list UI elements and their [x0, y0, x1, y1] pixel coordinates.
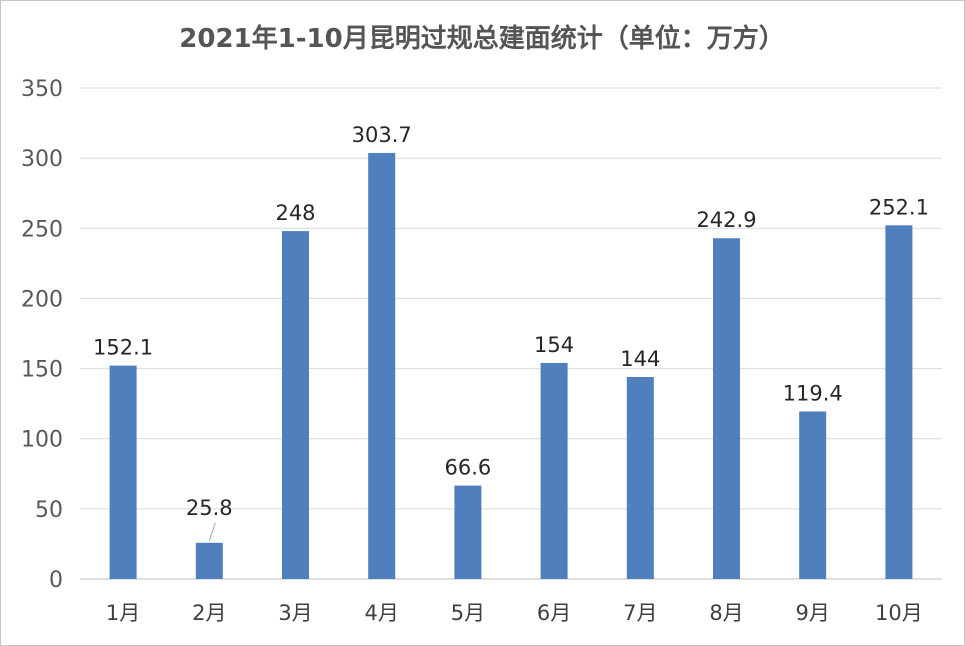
data-label: 154 [534, 333, 574, 357]
bar [109, 365, 137, 579]
y-tick-label: 0 [49, 568, 63, 593]
y-tick-label: 200 [21, 287, 63, 312]
x-category-label: 4月 [365, 601, 399, 625]
data-label: 152.1 [93, 336, 153, 360]
bar [195, 542, 223, 579]
x-category-label: 9月 [796, 601, 830, 625]
data-label: 144 [620, 347, 660, 371]
bar [454, 485, 482, 579]
x-category-label: 6月 [537, 601, 571, 625]
data-labels: 152.1 25.8 248 303.7 66.6 154 144 242.9 119.4 252… [93, 123, 929, 541]
y-tick-label: 50 [35, 498, 63, 523]
bar [713, 238, 740, 579]
data-label: 303.7 [352, 123, 412, 147]
gridlines [80, 87, 942, 580]
bars [109, 152, 913, 580]
x-axis-categories: 1月 2月 3月 4月 5月 6月 7月 8月 9月 10月 [106, 601, 923, 625]
bar [368, 152, 396, 580]
x-category-label: 3月 [278, 601, 312, 625]
y-tick-label: 300 [21, 147, 63, 172]
bar [799, 411, 827, 579]
x-category-label: 10月 [875, 601, 923, 625]
data-label: 242.9 [696, 208, 756, 232]
x-category-label: 1月 [106, 601, 140, 625]
data-label: 119.4 [783, 381, 843, 405]
y-tick-label: 100 [21, 428, 63, 453]
data-label: 248 [275, 201, 315, 225]
x-category-label: 5月 [451, 601, 485, 625]
leader-line [208, 522, 216, 541]
x-category-label: 7月 [623, 601, 657, 625]
bar [540, 362, 568, 579]
bar [282, 231, 309, 579]
y-tick-label: 250 [21, 217, 63, 242]
x-category-label: 2月 [192, 601, 226, 625]
x-category-label: 8月 [709, 601, 743, 625]
data-label: 66.6 [445, 456, 492, 480]
data-label: 252.1 [869, 195, 929, 219]
y-tick-label: 350 [21, 77, 63, 102]
bar [885, 225, 913, 579]
y-axis-ticks: 0 50 100 150 200 250 300 350 [21, 77, 63, 593]
data-label: 25.8 [186, 496, 233, 520]
bar [626, 376, 654, 579]
y-tick-label: 150 [21, 358, 63, 383]
chart-title: 2021年1-10月昆明过规总建面统计（单位：万方） [179, 23, 784, 54]
